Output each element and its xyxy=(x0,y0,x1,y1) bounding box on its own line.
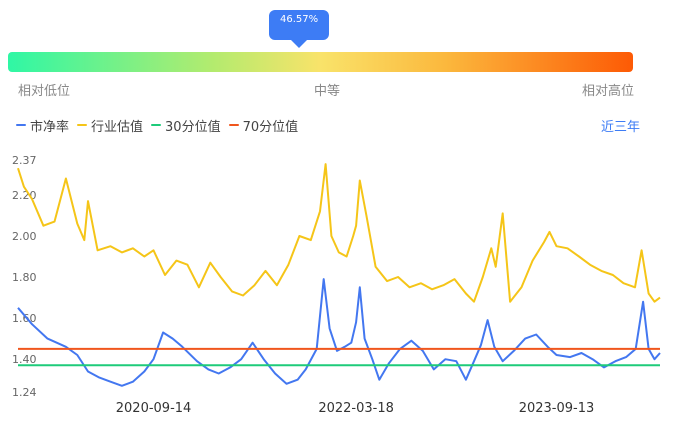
legend-swatch-0 xyxy=(16,124,26,126)
range-selector-link[interactable]: 近三年 xyxy=(600,120,640,135)
label-low: 相对低位 xyxy=(18,84,71,99)
y-tick-label-1: 1.40 xyxy=(12,353,37,366)
legend-item-0[interactable]: 市净率 xyxy=(16,116,69,135)
y-tick-label-3: 1.80 xyxy=(12,271,37,284)
y-tick-label-4: 2.00 xyxy=(12,230,37,243)
x-tick-label-0: 2020-09-14 xyxy=(116,401,192,416)
x-tick-label-2: 2023-09-13 xyxy=(519,401,595,416)
legend-swatch-2 xyxy=(151,124,162,126)
label-mid: 中等 xyxy=(314,84,341,99)
legend-label-1: 行业估值 xyxy=(91,119,144,135)
legend-item-2[interactable]: 30分位值 xyxy=(151,116,221,135)
y-tick-label-6: 2.37 xyxy=(12,154,37,167)
percentile-gradient-bar xyxy=(8,52,633,72)
x-tick-label-1: 2022-03-18 xyxy=(318,401,394,416)
legend-item-3[interactable]: 70分位值 xyxy=(228,116,299,135)
percentile-bubble: 46.57% xyxy=(269,10,330,48)
y-tick-label-5: 2.20 xyxy=(12,189,37,202)
legend-swatch-1 xyxy=(77,124,88,126)
legend-label-3: 70分位值 xyxy=(242,119,299,135)
label-high: 相对高位 xyxy=(582,84,635,99)
series-line-0 xyxy=(17,278,661,387)
series-line-1 xyxy=(17,163,661,303)
legend-label-0: 市净率 xyxy=(30,119,70,135)
legend-swatch-3 xyxy=(228,124,239,126)
y-tick-label-0: 1.24 xyxy=(12,386,37,399)
legend-item-1[interactable]: 行业估值 xyxy=(77,116,143,135)
percentile-value: 46.57% xyxy=(279,14,319,25)
legend-label-2: 30分位值 xyxy=(165,119,221,135)
percentile-gauge: 46.57% 相对低位 中等 相对高位 xyxy=(0,0,686,110)
chart-legend: 市净率 行业估值 30分位值 70分位值 xyxy=(16,116,306,135)
